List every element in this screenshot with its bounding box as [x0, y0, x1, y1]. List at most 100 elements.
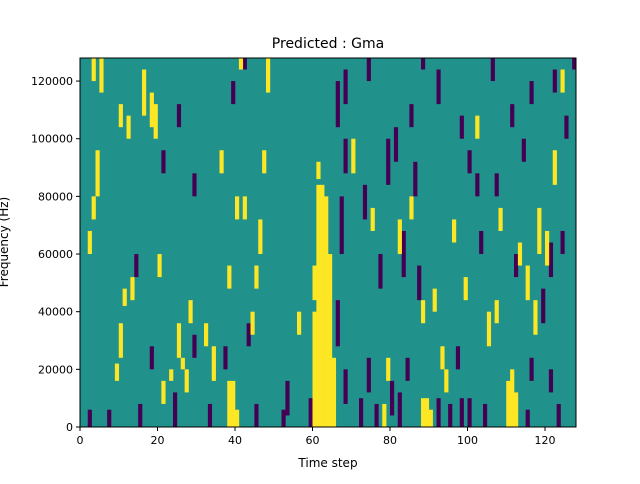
heatmap-cell-high [122, 288, 127, 306]
x-tick-label: 60 [306, 434, 320, 447]
heatmap-cell-high [537, 207, 542, 255]
heatmap-cell-high [351, 138, 356, 174]
chart-title: Predicted : Gma [272, 36, 384, 52]
heatmap-cell-low [87, 409, 92, 427]
heatmap-cell-high [91, 58, 96, 82]
heatmap-cell-high [188, 300, 193, 324]
heatmap-cell-low [308, 398, 313, 427]
x-tick-label: 100 [457, 434, 478, 447]
x-tick-label: 80 [383, 434, 397, 447]
heatmap-cell-high [211, 346, 216, 381]
heatmap-cell-low [475, 173, 480, 197]
heatmap-cell-high [386, 357, 391, 381]
heatmap-cell-high [506, 380, 511, 428]
heatmap-cell-high [262, 150, 267, 174]
heatmap-cell-high [235, 196, 240, 220]
heatmap-cell-low [359, 398, 364, 427]
heatmap-cell-low [494, 173, 499, 197]
heatmap-cell-low [514, 254, 519, 278]
heatmap-cell-high [397, 219, 402, 255]
heatmap-cell-low [483, 403, 488, 427]
y-tick-label: 0 [66, 421, 73, 434]
heatmap-cell-high [114, 363, 120, 381]
y-tick-label: 40000 [38, 306, 73, 319]
heatmap-cell-low [436, 398, 441, 427]
heatmap-cell-high [219, 150, 224, 174]
heatmap-cell-low [285, 380, 290, 416]
heatmap-cell-low [560, 230, 565, 255]
heatmap-cell-high [510, 369, 515, 427]
heatmap-cell-low [231, 81, 236, 105]
heatmap-cell-low [467, 150, 472, 174]
x-axis-ticks: 0 20 40 60 80 100 120 [77, 427, 556, 447]
heatmap-cell-low [572, 58, 577, 70]
heatmap-cell-high [231, 380, 236, 428]
heatmap-cell-low [242, 58, 247, 70]
y-axis-ticks: 0 20000 40000 60000 80000 100000 120000 [31, 75, 80, 434]
heatmap-cell-high [153, 104, 158, 139]
heatmap-cell-high [161, 380, 166, 404]
heatmap-cell-low [386, 138, 391, 185]
heatmap-cell-high [552, 150, 557, 185]
heatmap-cell-high [149, 92, 154, 128]
heatmap-cell-low [409, 104, 414, 128]
heatmap-cell-high [130, 277, 135, 301]
heatmap-cell-low [548, 242, 554, 278]
x-axis-label: Time step [297, 456, 357, 470]
heatmap-cell-low [479, 230, 484, 255]
heatmap-cell-high [118, 323, 123, 358]
heatmap-cell-low [405, 357, 410, 381]
heatmap-cell-low [281, 409, 286, 427]
heatmap-cell-low [548, 369, 554, 393]
heatmap-cell-low [149, 346, 154, 370]
heatmap-cell-low [459, 398, 464, 427]
heatmap-cell-high [142, 69, 147, 116]
heatmap-cell-high [91, 196, 96, 220]
y-tick-label: 100000 [31, 133, 73, 146]
heatmap-cell-low [207, 403, 213, 427]
heatmap-cell-low [459, 115, 464, 139]
heatmap-cell-high [126, 115, 131, 139]
heatmap-cell-low [366, 357, 371, 393]
x-tick-label: 120 [535, 434, 556, 447]
heatmap-cell-high [432, 288, 437, 312]
heatmap-cell-low [455, 346, 461, 370]
heatmap-cell-high [227, 265, 232, 289]
heatmap-cell-high [424, 398, 430, 427]
heatmap-cell-low [343, 69, 348, 105]
heatmap-cell-low [436, 69, 441, 105]
heatmap-cell-low [556, 403, 561, 427]
heatmap-cell-high [421, 398, 426, 427]
x-tick-label: 40 [228, 434, 242, 447]
heatmap-cell-high [312, 265, 317, 301]
heatmap-cell-high [324, 196, 329, 428]
heatmap-cell-high [204, 323, 209, 347]
heatmap-cell-high [463, 277, 468, 301]
y-axis-label: Frequency (Hz) [0, 197, 11, 288]
plot-frame [79, 57, 577, 428]
heatmap-cell-high [316, 161, 321, 180]
heatmap-cell-high [320, 184, 325, 427]
heatmap-cell-low [343, 369, 348, 404]
heatmap-cell-high [452, 219, 457, 243]
heatmap-cell-low [343, 138, 348, 174]
heatmap-cell-high [184, 369, 189, 393]
heatmap-cell-low [521, 138, 526, 162]
heatmap-cell-high [486, 311, 492, 347]
heatmap-cell-low [254, 403, 259, 427]
y-tick-label: 80000 [38, 190, 73, 203]
heatmap-cell-high [370, 207, 375, 231]
heatmap-cell-low [390, 380, 395, 416]
y-tick-label: 20000 [38, 363, 73, 376]
heatmap-cell-low [448, 403, 453, 427]
heatmap-cell-high [514, 392, 519, 427]
heatmap-cell-low [417, 265, 422, 301]
heatmap-cell-low [173, 392, 178, 427]
heatmap-cell-high [180, 357, 185, 370]
heatmap-cell-high [227, 380, 232, 428]
heatmap-cell-high [297, 311, 302, 335]
heatmap-cell-low [366, 58, 371, 82]
heatmap-cell-high [242, 196, 247, 220]
